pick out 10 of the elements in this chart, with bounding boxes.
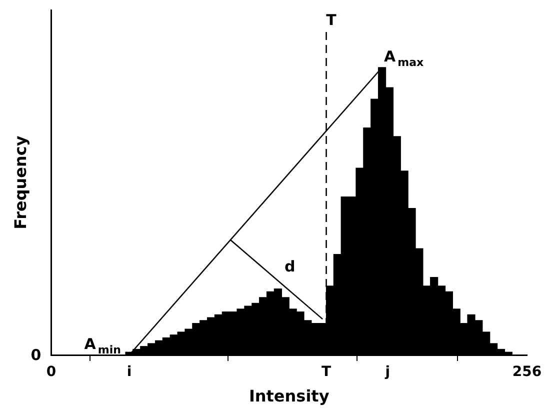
text: 0	[30, 346, 42, 364]
x-tick-label: 0	[46, 364, 56, 380]
annotation: d	[284, 258, 296, 276]
x-tick-label: j	[384, 364, 390, 380]
y-axis-title: Frequency	[10, 135, 30, 230]
ref-line-label: T	[326, 11, 338, 29]
x-axis-title: Intensity	[248, 386, 330, 406]
x-tick-label: T	[321, 364, 332, 380]
x-tick-label: 256	[512, 364, 542, 380]
x-tick-label: i	[126, 364, 132, 380]
